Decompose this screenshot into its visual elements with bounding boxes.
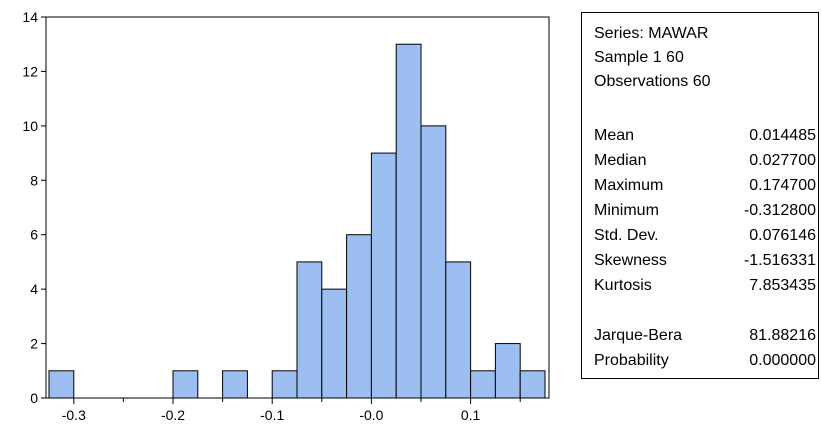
histogram-bar-14: [395, 43, 422, 399]
histogram-bar-18: [494, 343, 521, 399]
stat-label: Skewness: [594, 252, 667, 269]
stat-label: Jarque-Bera: [594, 327, 683, 344]
stat-row-skewness: Skewness -1.516331: [594, 249, 816, 273]
histogram-chart: 0 2 4 6 8 10 12 14 -0.3 -0.2 -0.1 -0.0 0.1: [22, 9, 550, 423]
stat-value: -1.516331: [743, 252, 816, 269]
stat-label: Std. Dev.: [594, 227, 659, 244]
y-tick-label-2: 4: [30, 281, 38, 297]
series-name: Series: MAWAR: [594, 25, 709, 42]
x-tick-label-3: -0.0: [359, 407, 383, 423]
axes: 0 2 4 6 8 10 12 14 -0.3 -0.2 -0.1 -0.0 0.1: [22, 9, 521, 423]
histogram-bars: [48, 43, 546, 399]
histogram-bar-9: [271, 370, 298, 399]
stat-value: 0.027700: [749, 152, 816, 169]
histogram-bar-15: [420, 125, 447, 399]
descriptive-statistics-panel: Series: MAWAR Sample 1 60 Observations 6…: [581, 12, 819, 379]
histogram-bar-0: [48, 370, 75, 399]
stat-row-median: Median 0.027700: [594, 149, 816, 173]
stat-value: 0.014485: [749, 127, 816, 144]
stat-row-minimum: Minimum -0.312800: [594, 199, 816, 223]
sample-range: Sample 1 60: [594, 49, 684, 66]
stat-value: -0.312800: [743, 202, 816, 219]
histogram-bar-7: [222, 370, 248, 399]
y-tick-label-0: 0: [30, 390, 38, 406]
stat-row-mean: Mean 0.014485: [594, 124, 816, 148]
x-tick-label-2: -0.1: [260, 407, 284, 423]
x-tick-label-4: 0.1: [461, 407, 481, 423]
stat-label: Mean: [594, 127, 635, 144]
stat-value: 7.853435: [749, 277, 816, 294]
stat-label: Maximum: [594, 177, 664, 194]
y-tick-label-5: 10: [22, 118, 38, 134]
y-tick-label-3: 6: [30, 227, 38, 243]
histogram-bar-11: [321, 288, 348, 399]
x-tick-label-0: -0.3: [62, 407, 86, 423]
stat-row-jarque-bera: Jarque-Bera 81.88216: [594, 324, 816, 348]
stat-label: Probability: [594, 352, 669, 369]
histogram-bar-17: [470, 370, 496, 399]
stat-label: Kurtosis: [594, 277, 652, 294]
plot-frame: [45, 16, 550, 399]
histogram-bar-13: [370, 152, 397, 399]
stat-value: 0.174700: [749, 177, 816, 194]
histogram-bar-5: [172, 370, 199, 399]
y-tick-label-6: 12: [22, 63, 38, 79]
histogram-bar-19: [519, 370, 546, 399]
stat-label: Minimum: [594, 202, 659, 219]
stat-value: 0.076146: [749, 227, 816, 244]
stat-value: 0.000000: [749, 352, 816, 369]
x-tick-label-1: -0.2: [161, 407, 185, 423]
histogram-bar-16: [445, 261, 472, 399]
y-tick-label-4: 8: [30, 172, 38, 188]
stat-label: Median: [594, 152, 647, 169]
y-tick-label-7: 14: [22, 9, 38, 25]
histogram-bar-12: [346, 234, 372, 399]
y-tick-label-1: 2: [30, 336, 38, 352]
stat-value: 81.88216: [749, 327, 816, 344]
stat-row-maximum: Maximum 0.174700: [594, 174, 816, 198]
stat-row-kurtosis: Kurtosis 7.853435: [594, 274, 816, 298]
stat-row-std-dev: Std. Dev. 0.076146: [594, 224, 816, 248]
histogram-bar-10: [296, 261, 323, 399]
stat-row-probability: Probability 0.000000: [594, 349, 816, 373]
observations-count: Observations 60: [594, 73, 711, 90]
stats-header: Series: MAWAR Sample 1 60 Observations 6…: [594, 22, 711, 94]
